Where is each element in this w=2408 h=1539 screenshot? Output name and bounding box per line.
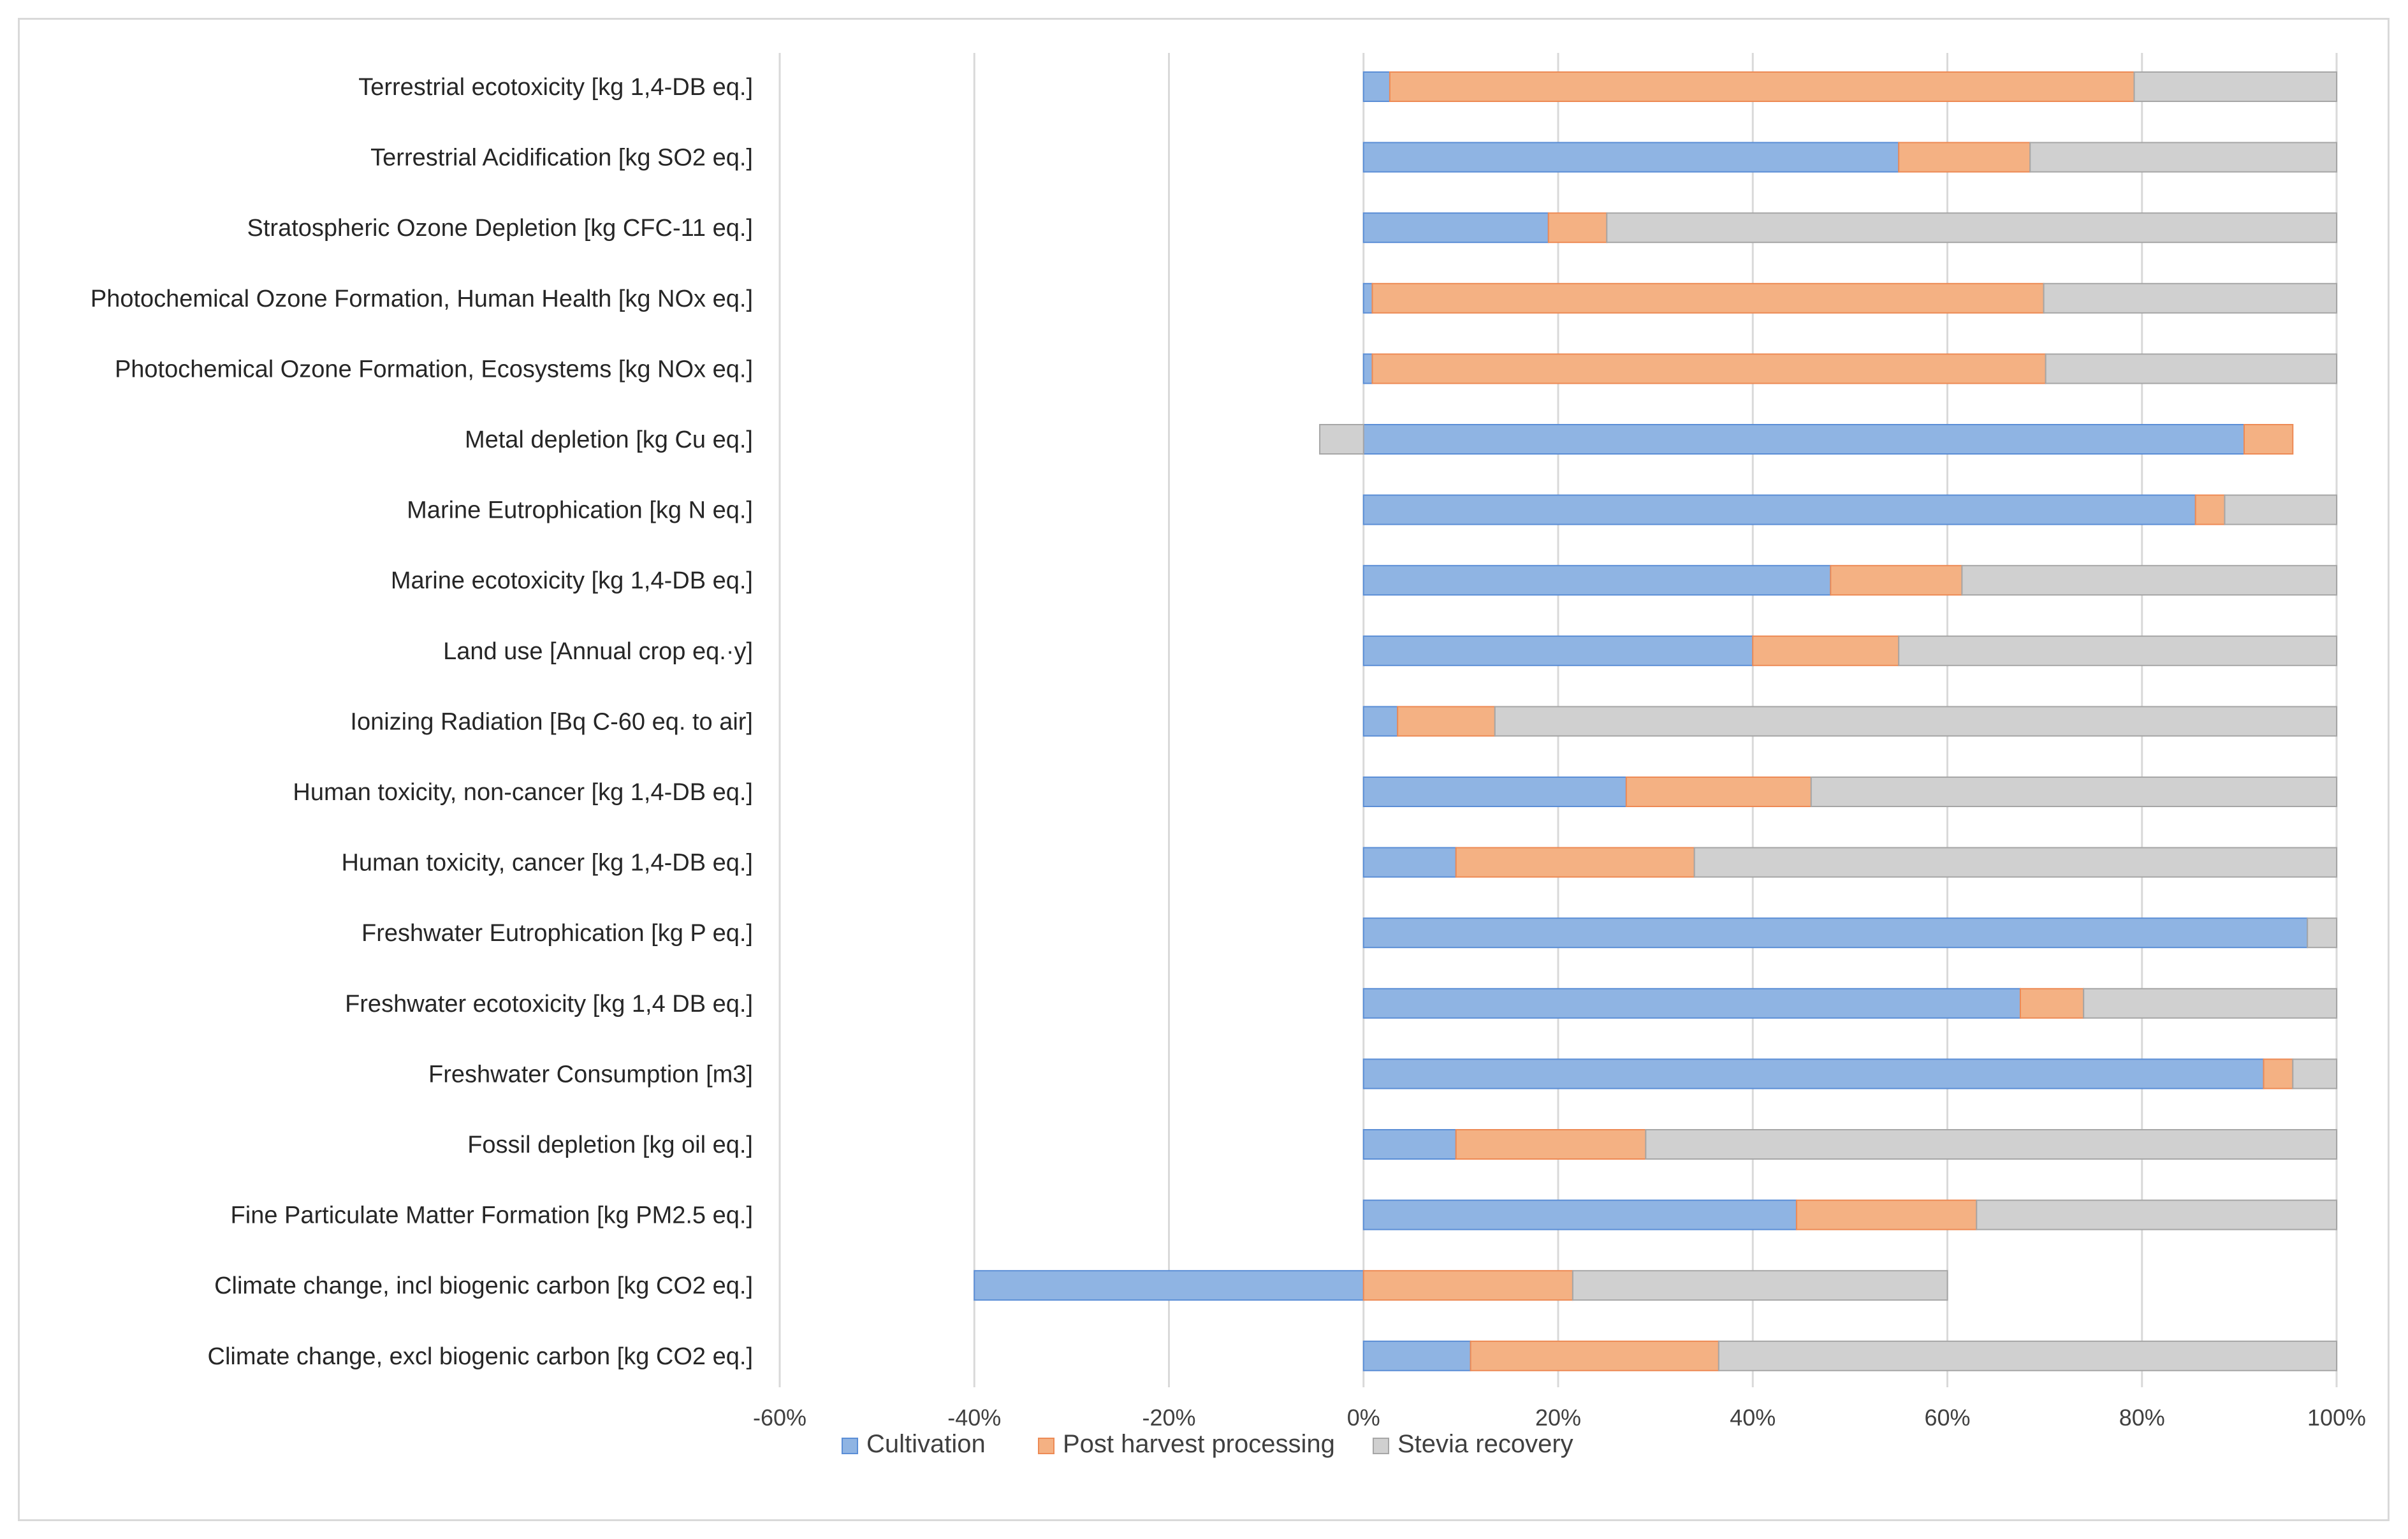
bar-segment-cultivation <box>1362 71 1390 102</box>
x-tick-label: 20% <box>1535 1404 1581 1431</box>
bar-segment-post-harvest-processing <box>1470 1340 1719 1371</box>
bar-segment-stevia-recovery <box>1898 635 2337 666</box>
bar-segment-cultivation <box>1362 212 1549 244</box>
category-label: Photochemical Ozone Formation, Human Hea… <box>91 286 753 312</box>
bar-segment-stevia-recovery <box>2133 71 2338 102</box>
bar-segment-post-harvest-processing <box>1397 706 1496 737</box>
legend-swatch <box>1373 1438 1389 1454</box>
x-tick-label: 0% <box>1347 1404 1380 1431</box>
bar-segment-post-harvest-processing <box>1795 1199 1978 1230</box>
category-label: Freshwater Consumption [m3] <box>428 1061 753 1088</box>
stacked-bar-chart: Terrestrial ecotoxicity [kg 1,4-DB eq.] T… <box>91 53 2366 1458</box>
bar-segment-stevia-recovery <box>1606 212 2337 244</box>
bar-segment-cultivation <box>1362 1058 2265 1090</box>
category-label: Human toxicity, cancer [kg 1,4-DB eq.] <box>341 850 753 877</box>
chart-frame: Terrestrial ecotoxicity [kg 1,4-DB eq.] T… <box>18 18 2390 1521</box>
category-label: Human toxicity, non-cancer [kg 1,4-DB eq… <box>293 779 753 806</box>
bar-segment-stevia-recovery <box>1961 565 2338 596</box>
bar-segment-cultivation <box>1362 1129 1457 1160</box>
bar-segment-stevia-recovery <box>2307 917 2337 949</box>
category-label: Fossil depletion [kg oil eq.] <box>467 1132 753 1158</box>
bar-segment-cultivation <box>1362 494 2196 525</box>
legend-label: Stevia recovery <box>1397 1430 1573 1458</box>
bar-segment-cultivation <box>1362 142 1900 173</box>
category-label: Photochemical Ozone Formation, Ecosystem… <box>115 356 753 383</box>
bar-segment-post-harvest-processing <box>1455 847 1695 878</box>
bar-segment-stevia-recovery <box>2083 988 2338 1019</box>
category-label: Marine ecotoxicity [kg 1,4-DB eq.] <box>391 567 753 594</box>
x-tick-label: -40% <box>947 1404 1001 1431</box>
bar-segment-cultivation <box>1362 1199 1797 1230</box>
bar-segment-stevia-recovery <box>1572 1270 1948 1301</box>
bar-segment-post-harvest-processing <box>1898 142 2031 173</box>
category-label: Metal depletion [kg Cu eq.] <box>465 427 753 453</box>
bar-segment-stevia-recovery <box>2292 1058 2338 1090</box>
bar-segment-stevia-recovery <box>1494 706 2337 737</box>
bar-segment-cultivation <box>1362 353 1373 384</box>
bar-segment-post-harvest-processing <box>2019 988 2085 1019</box>
bar-segment-post-harvest-processing <box>2263 1058 2294 1090</box>
category-label: Freshwater ecotoxicity [kg 1,4 DB eq.] <box>345 991 753 1017</box>
bar-segment-post-harvest-processing <box>1371 282 2045 314</box>
bar-segment-cultivation <box>1362 282 1373 314</box>
bar-segment-cultivation <box>1362 706 1399 737</box>
bar-segment-post-harvest-processing <box>1625 777 1812 807</box>
bar-segment-stevia-recovery <box>2224 494 2337 525</box>
x-tick-label: 80% <box>2119 1404 2165 1431</box>
category-label: Terrestrial Acidification [kg SO2 eq.] <box>370 145 753 171</box>
bar-segment-stevia-recovery <box>1810 777 2337 807</box>
x-tick-label: -20% <box>1142 1404 1195 1431</box>
category-label: Marine Eutrophication [kg N eq.] <box>407 497 753 524</box>
bar-segment-post-harvest-processing <box>1362 1270 1573 1301</box>
bar-segment-cultivation <box>1362 635 1754 666</box>
bar-segment-cultivation <box>1362 565 1832 596</box>
bar-segment-cultivation <box>974 1270 1364 1301</box>
bar-segment-cultivation <box>1362 917 2309 949</box>
bar-segment-stevia-recovery <box>2043 282 2337 314</box>
bar-segment-cultivation <box>1362 777 1627 807</box>
category-label: Land use [Annual crop eq.·y] <box>443 638 753 665</box>
legend-swatch <box>1038 1438 1054 1454</box>
x-tick-label: -60% <box>753 1404 806 1431</box>
bar-segment-post-harvest-processing <box>1752 635 1900 666</box>
category-label: Climate change, incl biogenic carbon [kg… <box>214 1273 753 1299</box>
category-label: Terrestrial ecotoxicity [kg 1,4-DB eq.] <box>358 74 753 101</box>
category-label: Freshwater Eutrophication [kg P eq.] <box>361 920 753 947</box>
bar-segment-cultivation <box>1362 424 2245 455</box>
category-label: Fine Particulate Matter Formation [kg PM… <box>231 1202 753 1229</box>
bar-segment-post-harvest-processing <box>2244 424 2294 455</box>
legend-label: Cultivation <box>866 1430 986 1458</box>
bar-segment-stevia-recovery <box>2029 142 2337 173</box>
bar-segment-cultivation <box>1362 1340 1471 1371</box>
x-tick-label: 60% <box>1924 1404 1970 1431</box>
bar-segment-post-harvest-processing <box>1389 71 2135 102</box>
bar-segment-post-harvest-processing <box>1830 565 1963 596</box>
bar-segment-stevia-recovery <box>2045 353 2338 384</box>
bar-segment-post-harvest-processing <box>1547 212 1608 244</box>
bar-segment-cultivation <box>1362 988 2021 1019</box>
legend-label: Post harvest processing <box>1063 1430 1335 1458</box>
category-label: Ionizing Radiation [Bq C-60 eq. to air] <box>350 708 753 735</box>
bar-segment-stevia-recovery <box>1718 1340 2338 1371</box>
bar-segment-stevia-recovery <box>1645 1129 2337 1160</box>
category-label: Stratospheric Ozone Depletion [kg CFC-11… <box>247 215 753 242</box>
bar-segment-stevia-recovery <box>1976 1199 2338 1230</box>
bar-segment-post-harvest-processing <box>1455 1129 1647 1160</box>
bar-segment-cultivation <box>1362 847 1457 878</box>
bar-segment-stevia-recovery <box>1319 424 1364 455</box>
category-label: Climate change, excl biogenic carbon [kg… <box>208 1343 753 1370</box>
bar-segment-post-harvest-processing <box>1371 353 2047 384</box>
legend-swatch <box>842 1438 858 1454</box>
bar-segment-post-harvest-processing <box>2194 494 2226 525</box>
x-tick-label: 100% <box>2307 1404 2366 1431</box>
bar-segment-stevia-recovery <box>1693 847 2338 878</box>
x-tick-label: 40% <box>1730 1404 1776 1431</box>
